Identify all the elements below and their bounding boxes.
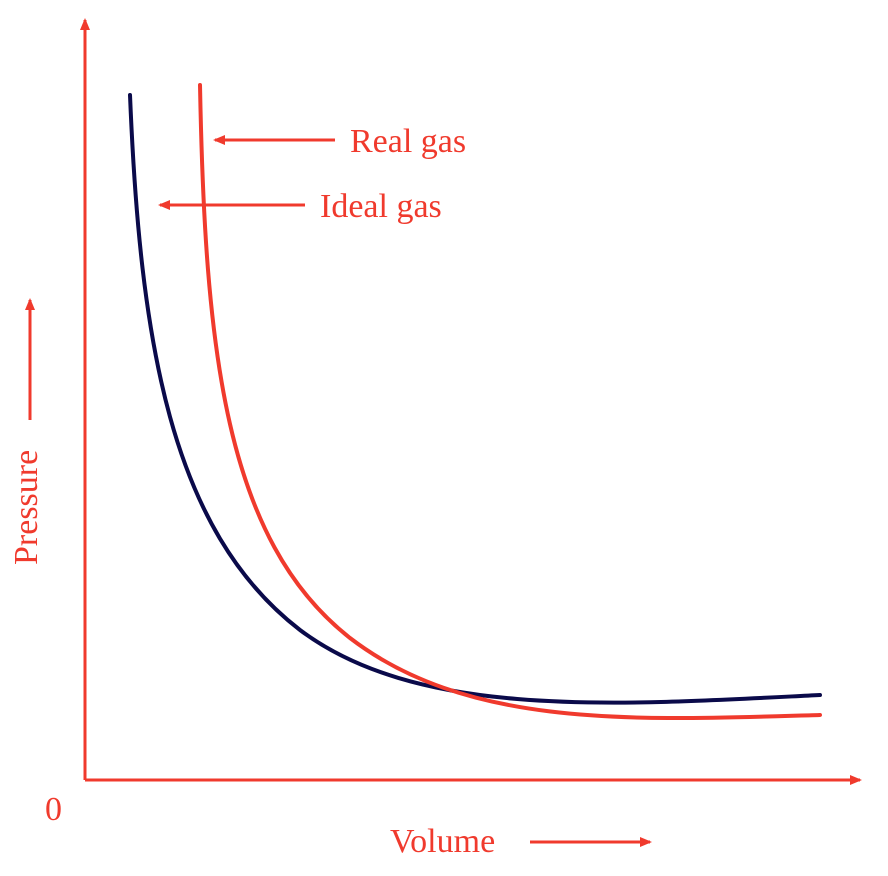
pv-chart: Real gas Ideal gas Pressure Volume 0 bbox=[0, 0, 888, 876]
ideal-gas-label: Ideal gas bbox=[320, 188, 442, 225]
y-axis-label: Pressure bbox=[8, 450, 45, 565]
x-axis-label: Volume bbox=[390, 823, 495, 860]
real-gas-label: Real gas bbox=[350, 123, 466, 160]
ideal-gas-curve bbox=[130, 95, 820, 703]
origin-label: 0 bbox=[45, 791, 62, 828]
